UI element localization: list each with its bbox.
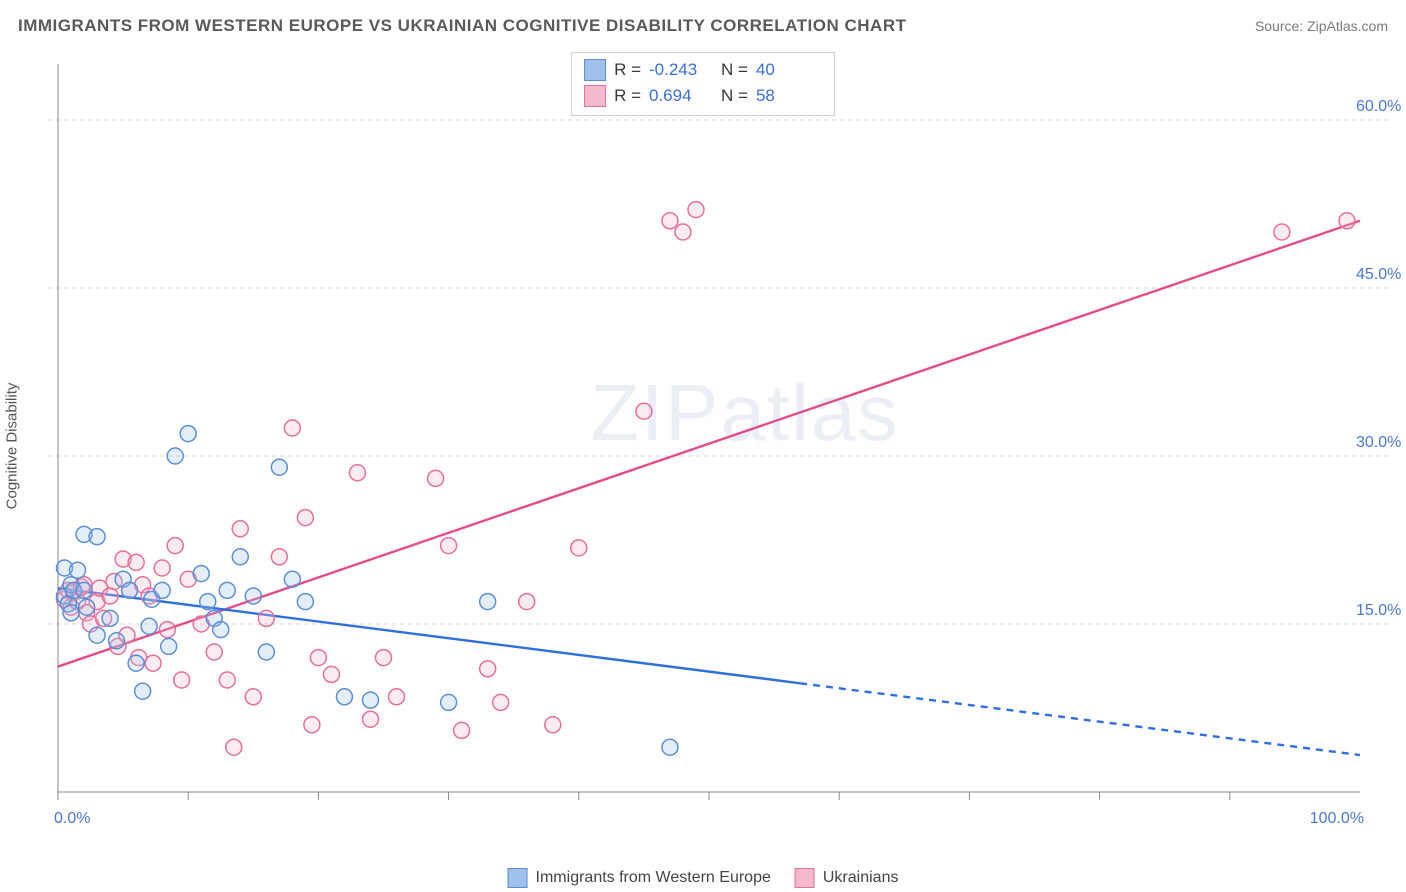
correlation-row-2: R = 0.694 N = 58 <box>584 83 820 109</box>
y-axis-label: Cognitive Disability <box>4 383 21 510</box>
series2-swatch <box>584 85 606 107</box>
r-value-1: -0.243 <box>649 60 713 80</box>
x-axis-max-label: 100.0% <box>1310 810 1364 828</box>
scatter-plot: ZIPatlas <box>48 50 1388 840</box>
y-axis-label-60: 60.0% <box>1356 98 1401 116</box>
x-axis-min-label: 0.0% <box>54 810 90 828</box>
n-value-1: 40 <box>756 60 820 80</box>
n-label: N = <box>721 60 748 80</box>
legend-swatch-2 <box>795 868 815 888</box>
y-axis-label-15: 15.0% <box>1356 602 1401 620</box>
legend-label-1: Immigrants from Western Europe <box>536 869 771 887</box>
series1-swatch <box>584 59 606 81</box>
r-label: R = <box>614 86 641 106</box>
chart-title: IMMIGRANTS FROM WESTERN EUROPE VS UKRAIN… <box>18 16 907 36</box>
r-label: R = <box>614 60 641 80</box>
legend-item-1: Immigrants from Western Europe <box>508 868 771 888</box>
y-axis-label-45: 45.0% <box>1356 266 1401 284</box>
legend-swatch-1 <box>508 868 528 888</box>
legend-item-2: Ukrainians <box>795 868 899 888</box>
n-label: N = <box>721 86 748 106</box>
n-value-2: 58 <box>756 86 820 106</box>
legend-label-2: Ukrainians <box>823 869 899 887</box>
bottom-legend: Immigrants from Western Europe Ukrainian… <box>508 868 899 888</box>
chart-canvas <box>48 50 1388 840</box>
correlation-legend-box: R = -0.243 N = 40 R = 0.694 N = 58 <box>571 52 835 116</box>
correlation-row-1: R = -0.243 N = 40 <box>584 57 820 83</box>
r-value-2: 0.694 <box>649 86 713 106</box>
source-attribution: Source: ZipAtlas.com <box>1255 18 1388 34</box>
y-axis-label-30: 30.0% <box>1356 434 1401 452</box>
